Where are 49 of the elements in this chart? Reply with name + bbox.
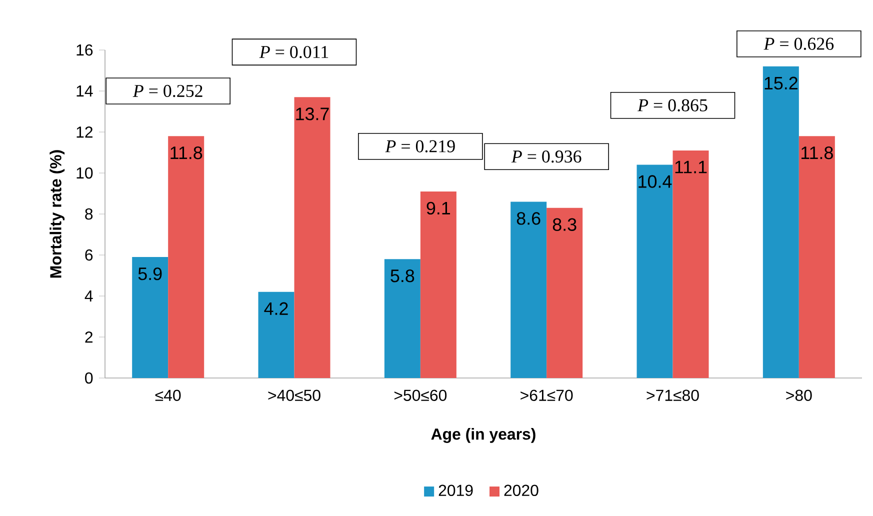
y-tick-label: 16 [76,44,93,56]
x-tick-label: >50≤60 [394,390,447,401]
data-label: 15.2 [764,76,798,90]
annotation: P = 0.865 [637,99,708,112]
bar [132,257,168,378]
data-label: 11.8 [802,146,833,160]
annotation: P = 0.252 [132,84,202,98]
y-tick-label: 6 [85,249,93,261]
x-axis-title: Age (in years) [431,428,536,443]
x-tick-label: >40≤50 [268,390,320,401]
y-tick-label: 2 [85,331,92,343]
y-tick-label: 12 [76,126,92,138]
y-tick-label: 8 [85,208,93,220]
y-tick-label: 4 [84,290,93,302]
bar [636,164,673,378]
bar [168,136,204,378]
x-tick-label: >71≤80 [646,390,699,401]
bar [798,136,835,378]
data-label: 8.6 [516,212,540,225]
legend-label: 2020 [504,484,538,496]
text: P = 0.626 [764,38,834,50]
data-label: 9.1 [426,202,450,215]
annotation: P = 0.219 [385,140,455,152]
data-label: 11.8 [170,146,202,160]
data-label: 4.2 [264,302,288,315]
y-tick-label: 0 [85,372,93,384]
y-tick-label: 14 [76,86,93,96]
annotation: P = 0.936 [511,150,582,163]
bar [384,259,420,378]
bar [762,66,799,378]
bar [546,208,583,378]
data-label: 11.1 [675,160,707,174]
bar [420,191,456,378]
data-label: 5.9 [138,267,162,280]
bar [258,292,294,378]
x-tick-label: >80 [786,390,812,401]
data-label: 8.3 [552,218,576,231]
bar [672,150,709,378]
x-tick-label: >61≤70 [520,390,573,401]
legend-label: 2019 [438,484,473,496]
data-label: 13.7 [296,108,329,120]
data-label: 5.8 [390,269,414,282]
bar [510,202,547,378]
x-tick-label: ≤40 [155,390,181,401]
annotation: P = 0.011 [259,46,328,58]
data-label: 10.4 [638,175,672,188]
y-axis-title: Mortality rate (%) [50,150,65,278]
bar [294,97,330,378]
y-tick-label: 10 [76,167,93,179]
